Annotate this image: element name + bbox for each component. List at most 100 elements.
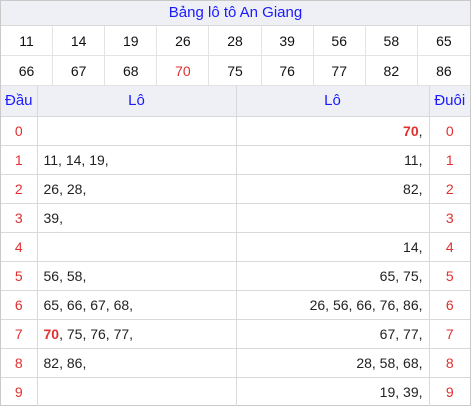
lo-number: 58 — [66, 267, 83, 284]
number-cell: 68 — [105, 56, 158, 86]
loto-table: Đầu Lô Lô Đuôi 0 70, 0 1 11, 14, 19, 11, 1 2 26,… — [1, 86, 470, 406]
lo-separator: , — [82, 267, 87, 284]
lo-right-cell: 11, — [236, 145, 430, 175]
number-grid: 11 14 19 26 28 39 56 58 65 66 67 68 70 75 76 77 82 86 — [1, 26, 470, 86]
table-row: 0 70, 0 — [1, 116, 470, 146]
lo-separator: , — [395, 354, 404, 371]
dau-digit: 7 — [1, 319, 38, 349]
number-cell: 82 — [365, 56, 418, 86]
table-header-row: Đầu Lô Lô Đuôi — [1, 86, 470, 117]
lo-separator: , — [418, 383, 423, 400]
lo-separator: , — [418, 180, 423, 197]
header-dau: Đầu — [1, 86, 38, 117]
lo-separator: , — [371, 354, 380, 371]
table-row: 6 65, 66, 67, 68, 26, 56, 66, 76, 86, 6 — [1, 290, 470, 320]
table-body: 0 70, 0 1 11, 14, 19, 11, 1 2 26, 28, 82, 2 3 39, 3 4 1… — [1, 116, 470, 406]
duoi-digit: 3 — [429, 203, 470, 233]
number-cell: 56 — [313, 26, 366, 56]
lo-separator: , — [59, 296, 67, 313]
lo-right-cell: 14, — [236, 232, 430, 262]
lo-number: 66 — [66, 296, 83, 313]
header-lo-left: Lô — [37, 86, 237, 117]
lo-number: 39 — [403, 383, 419, 400]
duoi-digit: 1 — [429, 145, 470, 175]
lo-number: 39 — [43, 209, 60, 226]
lo-left-cell: 70, 75, 76, 77, — [37, 319, 237, 349]
lo-number: 75 — [403, 267, 419, 284]
lo-separator: , — [59, 180, 67, 197]
lo-left-cell — [37, 232, 237, 262]
lo-left-cell: 82, 86, — [37, 348, 237, 378]
lo-separator: , — [371, 296, 380, 313]
lo-number: 77 — [113, 325, 130, 342]
lo-separator: , — [105, 325, 114, 342]
lo-separator: , — [59, 209, 63, 226]
lo-separator: , — [129, 325, 134, 342]
lo-number: 26 — [43, 180, 60, 197]
lo-number: 77 — [403, 325, 419, 342]
lo-number: 67 — [90, 296, 106, 313]
lo-number: 86 — [66, 354, 83, 371]
duoi-digit: 8 — [429, 348, 470, 378]
lo-separator: , — [82, 180, 87, 197]
lo-separator: , — [59, 354, 67, 371]
lo-separator: , — [418, 267, 423, 284]
lo-separator: , — [59, 267, 67, 284]
dau-digit: 1 — [1, 145, 38, 175]
lo-number: 14 — [403, 238, 419, 255]
lo-separator: , — [418, 151, 423, 168]
lo-number: 28 — [66, 180, 83, 197]
duoi-digit: 5 — [429, 261, 470, 291]
duoi-digit: 6 — [429, 290, 470, 320]
lo-number: 65 — [379, 267, 396, 284]
dau-digit: 0 — [1, 116, 38, 146]
number-cell: 77 — [313, 56, 366, 86]
lo-number: 56 — [43, 267, 60, 284]
lo-number: 11 — [43, 151, 59, 168]
number-cell: 76 — [261, 56, 314, 86]
lo-number: 76 — [379, 296, 396, 313]
duoi-digit: 7 — [429, 319, 470, 349]
lo-separator: , — [395, 325, 404, 342]
lo-left-cell: 39, — [37, 203, 237, 233]
table-row: 5 56, 58, 65, 75, 5 — [1, 261, 470, 291]
header-lo-right: Lô — [236, 86, 430, 117]
lo-separator: , — [418, 122, 423, 139]
dau-digit: 9 — [1, 377, 38, 406]
lo-left-cell — [37, 116, 237, 146]
lo-number: 56 — [332, 296, 349, 313]
lo-number: 76 — [90, 325, 106, 342]
lo-left-cell: 26, 28, — [37, 174, 237, 204]
lo-separator: , — [395, 296, 404, 313]
lo-separator: , — [418, 238, 423, 255]
lo-left-cell: 65, 66, 67, 68, — [37, 290, 237, 320]
lo-separator: , — [325, 296, 333, 313]
lo-number: 19 — [379, 383, 396, 400]
lo-number: 67 — [379, 325, 396, 342]
lo-separator: , — [395, 383, 404, 400]
lo-number: 65 — [43, 296, 60, 313]
lo-right-cell: 28, 58, 68, — [236, 348, 430, 378]
lo-number: 70 — [43, 325, 60, 342]
table-row: 4 14, 4 — [1, 232, 470, 262]
dau-digit: 5 — [1, 261, 38, 291]
table-row: 7 70, 75, 76, 77, 67, 77, 7 — [1, 319, 470, 349]
lo-separator: , — [105, 296, 114, 313]
lo-number: 66 — [356, 296, 372, 313]
duoi-digit: 0 — [429, 116, 470, 146]
lo-separator: , — [82, 354, 87, 371]
lo-number: 68 — [113, 296, 130, 313]
table-row: 9 19, 39, 9 — [1, 377, 470, 406]
lo-right-cell: 19, 39, — [236, 377, 430, 406]
number-cell: 58 — [365, 26, 418, 56]
lo-separator: , — [129, 296, 134, 313]
lo-left-cell: 11, 14, 19, — [37, 145, 237, 175]
lo-number: 86 — [403, 296, 419, 313]
lo-number: 58 — [379, 354, 396, 371]
lo-right-cell: 70, — [236, 116, 430, 146]
number-cell: 70 — [157, 56, 210, 86]
duoi-digit: 9 — [445, 383, 454, 400]
number-cell: 28 — [209, 26, 262, 56]
lo-separator: , — [395, 267, 404, 284]
